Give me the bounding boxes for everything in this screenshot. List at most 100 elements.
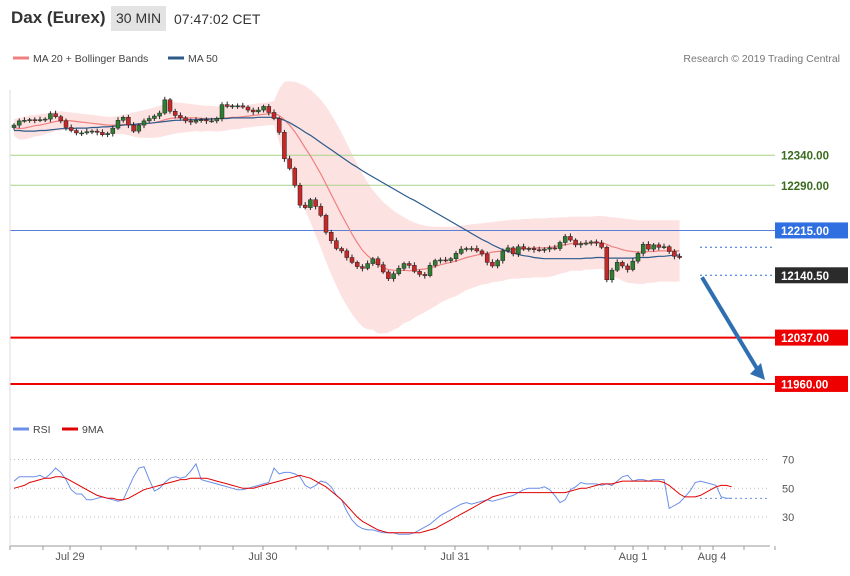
candle-body-85 bbox=[453, 253, 459, 259]
candle-body-30 bbox=[167, 99, 173, 112]
candle-body-79 bbox=[422, 274, 428, 276]
candle-body-27 bbox=[152, 115, 157, 119]
candle-body-77 bbox=[412, 265, 417, 272]
candle-body-66 bbox=[354, 262, 360, 267]
candle-body-31 bbox=[172, 111, 178, 116]
candle-body-111 bbox=[588, 241, 594, 244]
candle-body-70 bbox=[375, 258, 381, 266]
candle-body-109 bbox=[578, 243, 584, 246]
candle-body-80 bbox=[427, 265, 433, 276]
candle-body-2 bbox=[22, 120, 27, 122]
candle-body-74 bbox=[396, 268, 402, 275]
candle-body-118 bbox=[625, 265, 630, 270]
candle-body-51 bbox=[276, 118, 282, 133]
candle-body-101 bbox=[536, 249, 542, 251]
rsi-tick-70: 70 bbox=[782, 455, 794, 467]
candle-body-8 bbox=[53, 113, 58, 117]
time-axis: Jul 29 Jul 30 Jul 31 Aug 1 Aug 4 bbox=[9, 90, 776, 563]
candle-body-41 bbox=[224, 104, 230, 107]
candle-body-9 bbox=[58, 116, 64, 122]
time-axis-label: Jul 30 bbox=[248, 551, 277, 563]
level-lines bbox=[10, 154, 775, 385]
timeframe-badge[interactable]: 30 MIN bbox=[111, 6, 167, 31]
candle-body-25 bbox=[141, 120, 147, 126]
candle-body-4 bbox=[32, 119, 38, 121]
candle-body-37 bbox=[204, 119, 209, 122]
candle-body-121 bbox=[640, 244, 646, 254]
candle-body-110 bbox=[583, 242, 589, 245]
candle-body-123 bbox=[651, 244, 656, 250]
rsi-ma-legend-label: 9MA bbox=[82, 424, 104, 436]
candle-body-125 bbox=[661, 246, 667, 248]
candle-body-95 bbox=[505, 247, 511, 252]
candle-body-126 bbox=[666, 246, 672, 252]
candle-body-67 bbox=[360, 266, 365, 269]
candle-body-62 bbox=[334, 240, 339, 249]
candle-body-64 bbox=[344, 250, 350, 258]
rsi-panel: 70 50 30 bbox=[10, 455, 794, 535]
candle-body-61 bbox=[328, 231, 334, 241]
candle-body-1 bbox=[16, 120, 22, 126]
candle-body-54 bbox=[292, 168, 298, 186]
candle-body-99 bbox=[526, 248, 532, 250]
candle-body-48 bbox=[261, 106, 266, 111]
candle-body-119 bbox=[630, 260, 636, 270]
candle-body-15 bbox=[89, 130, 95, 133]
candle-body-65 bbox=[349, 257, 355, 263]
level-label-12037.00: 12037.00 bbox=[781, 333, 829, 345]
candle-body-127 bbox=[672, 251, 677, 257]
candle-body-52 bbox=[282, 132, 287, 160]
candle-body-100 bbox=[531, 248, 537, 250]
candle-body-39 bbox=[214, 118, 220, 122]
level-label-11960.00: 11960.00 bbox=[781, 379, 828, 391]
ma50-legend-label: MA 50 bbox=[188, 53, 218, 65]
candle-body-44 bbox=[240, 105, 246, 108]
forecast-arrow-shaft bbox=[700, 276, 761, 373]
candle-body-40 bbox=[219, 104, 225, 119]
forecast-arrow bbox=[700, 276, 765, 380]
candle-body-86 bbox=[458, 248, 464, 254]
candle-body-72 bbox=[386, 271, 391, 279]
candle-body-75 bbox=[401, 263, 407, 269]
candle-body-68 bbox=[365, 263, 370, 269]
candle-body-71 bbox=[380, 264, 386, 273]
candle-body-106 bbox=[562, 236, 568, 243]
candle-body-103 bbox=[547, 247, 552, 250]
candle-body-89 bbox=[474, 248, 480, 252]
candle-body-20 bbox=[115, 120, 121, 129]
candle-body-45 bbox=[245, 106, 251, 111]
candle-body-124 bbox=[656, 244, 662, 248]
candle-body-29 bbox=[162, 99, 168, 114]
candle-body-107 bbox=[568, 236, 573, 241]
candle-body-122 bbox=[646, 244, 651, 250]
instrument-title: Dax (Eurex) bbox=[11, 8, 106, 27]
candle-body-128 bbox=[677, 256, 682, 258]
candle-body-50 bbox=[271, 112, 277, 119]
candle-body-55 bbox=[297, 185, 303, 206]
chart-header: Dax (Eurex) 30 MIN 07:47:02 CET bbox=[0, 0, 850, 38]
candle-body-82 bbox=[438, 259, 443, 262]
candle-body-90 bbox=[479, 250, 485, 255]
candlesticks bbox=[11, 96, 682, 283]
candle-body-12 bbox=[74, 130, 79, 134]
candle-body-26 bbox=[146, 118, 152, 122]
candle-body-60 bbox=[323, 215, 329, 233]
candle-body-0 bbox=[11, 124, 17, 128]
candle-body-24 bbox=[136, 124, 142, 132]
candle-body-17 bbox=[100, 132, 105, 135]
time-axis-label: Aug 4 bbox=[698, 551, 727, 563]
candle-body-5 bbox=[37, 119, 43, 121]
time-axis-label: Jul 31 bbox=[440, 551, 469, 563]
candle-body-102 bbox=[542, 248, 547, 251]
level-label-12340.00: 12340.00 bbox=[781, 151, 829, 163]
candle-body-81 bbox=[432, 260, 438, 266]
candle-body-84 bbox=[448, 258, 454, 261]
rsi-line bbox=[13, 462, 732, 535]
candle-body-49 bbox=[266, 106, 272, 113]
ma50-line bbox=[14, 116, 680, 260]
candle-body-104 bbox=[552, 247, 558, 250]
candle-body-69 bbox=[370, 258, 376, 264]
time-axis-label: Aug 1 bbox=[619, 551, 648, 563]
candle-body-96 bbox=[510, 247, 516, 255]
candle-body-120 bbox=[635, 253, 641, 262]
